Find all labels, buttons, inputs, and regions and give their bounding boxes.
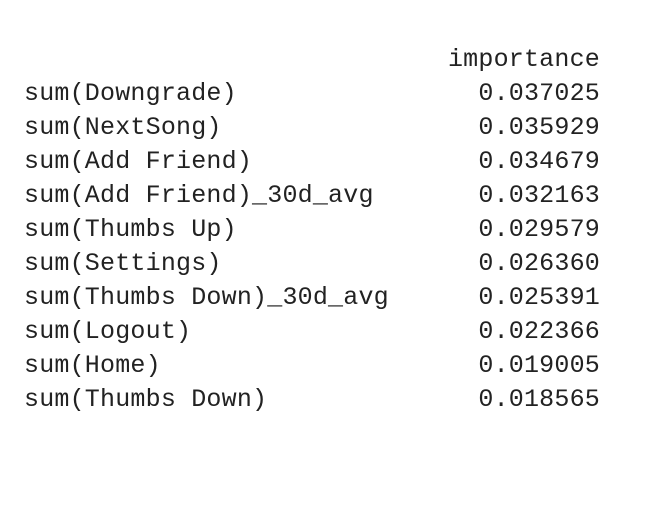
- column-header-importance: importance: [447, 45, 600, 74]
- table-row: sum(Thumbs Down)_30d_avg 0.025391: [24, 281, 600, 315]
- feature-name: sum(Home): [24, 351, 161, 380]
- table-row: sum(NextSong) 0.035929: [24, 111, 600, 145]
- feature-name: sum(Thumbs Up): [24, 215, 237, 244]
- importance-value: 0.029579: [478, 215, 600, 244]
- feature-name: sum(Settings): [24, 249, 222, 278]
- table-header-row: importance: [24, 43, 600, 77]
- table-row: sum(Downgrade) 0.037025: [24, 77, 600, 111]
- table-row: sum(Logout) 0.022366: [24, 315, 600, 349]
- importance-value: 0.019005: [478, 351, 600, 380]
- feature-importance-table: importance sum(Downgrade) 0.037025 sum(N…: [24, 43, 600, 417]
- feature-name: sum(Add Friend): [24, 147, 253, 176]
- table-row: sum(Settings) 0.026360: [24, 247, 600, 281]
- importance-value: 0.022366: [478, 317, 600, 346]
- feature-name: sum(NextSong): [24, 113, 222, 142]
- importance-value: 0.037025: [478, 79, 600, 108]
- importance-value: 0.034679: [478, 147, 600, 176]
- importance-value: 0.032163: [478, 181, 600, 210]
- table-row: sum(Thumbs Up) 0.029579: [24, 213, 600, 247]
- table-row: sum(Add Friend)_30d_avg 0.032163: [24, 179, 600, 213]
- feature-name: sum(Logout): [24, 317, 192, 346]
- importance-value: 0.026360: [478, 249, 600, 278]
- feature-name: sum(Add Friend)_30d_avg: [24, 181, 374, 210]
- table-row: sum(Add Friend) 0.034679: [24, 145, 600, 179]
- importance-value: 0.035929: [478, 113, 600, 142]
- importance-value: 0.025391: [478, 283, 600, 312]
- feature-name: sum(Downgrade): [24, 79, 237, 108]
- table-row: sum(Home) 0.019005: [24, 349, 600, 383]
- feature-name: sum(Thumbs Down): [24, 385, 268, 414]
- importance-value: 0.018565: [478, 385, 600, 414]
- feature-name: sum(Thumbs Down)_30d_avg: [24, 283, 389, 312]
- table-row: sum(Thumbs Down) 0.018565: [24, 383, 600, 417]
